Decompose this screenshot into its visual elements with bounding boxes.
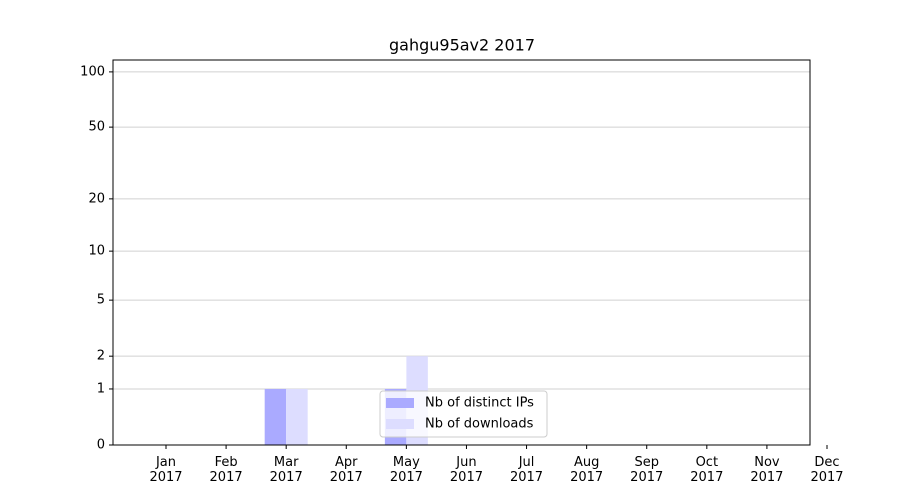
- x-tick-label: Sep 2017: [630, 455, 663, 485]
- x-tick-label: Oct 2017: [690, 455, 723, 485]
- x-tick-label: Apr 2017: [330, 455, 363, 485]
- legend-swatch: [386, 398, 414, 408]
- bar: [286, 388, 308, 445]
- y-tick-label: 10: [88, 244, 105, 259]
- legend-box: [379, 390, 548, 438]
- x-tick-label: Dec 2017: [810, 455, 843, 485]
- x-tick-label: Mar 2017: [270, 455, 303, 485]
- y-tick-label: 1: [97, 381, 105, 396]
- x-tick-label: Jul 2017: [510, 455, 543, 485]
- x-tick-label: Feb 2017: [210, 455, 243, 485]
- y-tick-label: 20: [88, 191, 105, 206]
- x-tick-label: Jan 2017: [149, 455, 182, 485]
- legend-label: Nb of downloads: [425, 417, 534, 432]
- y-tick-label: 0: [97, 438, 105, 453]
- legend-label: Nb of distinct IPs: [425, 396, 534, 411]
- x-tick-label: Aug 2017: [570, 455, 603, 485]
- legend-swatch: [386, 419, 414, 429]
- y-tick-label: 100: [80, 64, 105, 79]
- x-tick-label: Jun 2017: [450, 455, 483, 485]
- bar: [264, 388, 287, 445]
- y-tick-label: 2: [97, 349, 105, 364]
- y-tick-label: 5: [97, 293, 105, 308]
- y-tick-label: 50: [88, 120, 105, 135]
- x-tick-label: May 2017: [390, 455, 423, 485]
- x-tick-label: Nov 2017: [750, 455, 783, 485]
- chart-title: gahgu95av2 2017: [389, 36, 535, 55]
- plot-frame: [112, 59, 811, 446]
- legend: Nb of distinct IPs Nb of downloads: [379, 390, 548, 438]
